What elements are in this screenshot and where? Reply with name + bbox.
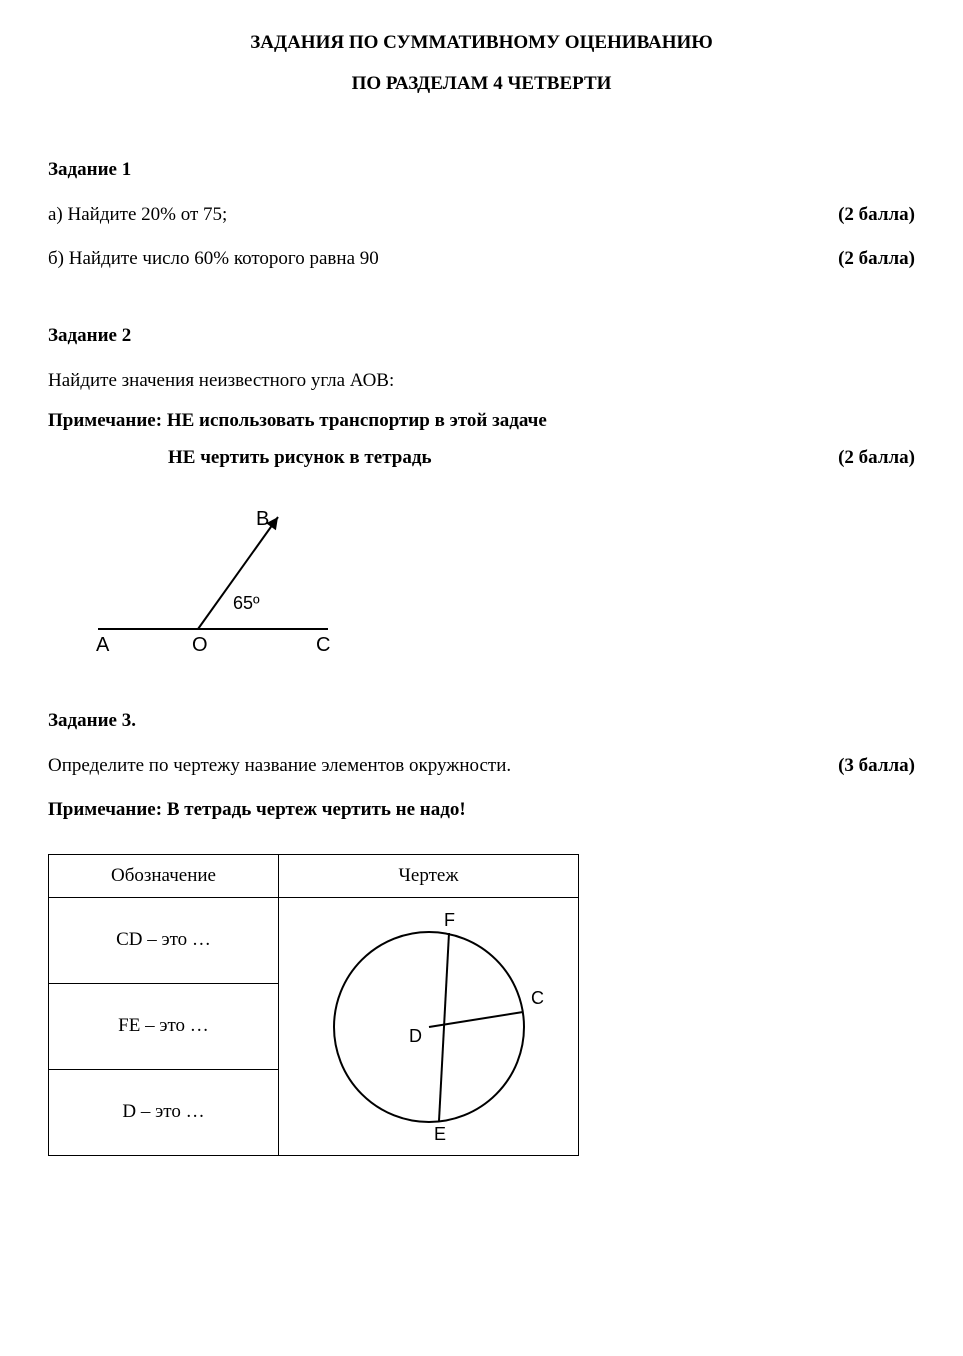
table-row2-label: D – это … xyxy=(49,1070,279,1156)
table-drawing-cell: F E C D xyxy=(279,898,579,1156)
task2-note2: НЕ чертить рисунок в тетрадь xyxy=(168,445,818,472)
svg-text:C: C xyxy=(531,988,544,1008)
svg-text:D: D xyxy=(409,1026,422,1046)
svg-text:B: B xyxy=(256,508,269,530)
table-row0-label: CD – это … xyxy=(49,898,279,984)
task2-diagram: A O C B 65º xyxy=(88,499,915,668)
task2-note1: Примечание: НЕ использовать транспортир … xyxy=(48,408,915,435)
task2-prompt: Найдите значения неизвестного угла АОВ: xyxy=(48,368,915,395)
task3-prompt-row: Определите по чертежу название элементов… xyxy=(48,753,915,780)
task3-note: Примечание: В тетрадь чертеж чертить не … xyxy=(48,797,915,824)
task1-heading: Задание 1 xyxy=(48,157,915,184)
table-col2-header: Чертеж xyxy=(279,854,579,898)
svg-text:E: E xyxy=(434,1124,446,1142)
svg-text:A: A xyxy=(96,634,110,656)
task1-b-row: б) Найдите число 60% которого равна 90 (… xyxy=(48,246,915,273)
task1-a-row: а) Найдите 20% от 75; (2 балла) xyxy=(48,202,915,229)
task3-table: Обозначение Чертеж CD – это … FECD FE – … xyxy=(48,854,579,1156)
svg-text:C: C xyxy=(316,634,330,656)
task1-a-text: а) Найдите 20% от 75; xyxy=(48,202,818,229)
task3-table-wrap: Обозначение Чертеж CD – это … FECD FE – … xyxy=(48,854,915,1156)
task1-b-points: (2 балла) xyxy=(818,246,915,273)
task3-heading: Задание 3. xyxy=(48,708,915,735)
title-line-1: ЗАДАНИЯ ПО СУММАТИВНОМУ ОЦЕНИВАНИЮ xyxy=(48,30,915,57)
svg-text:F: F xyxy=(444,910,455,930)
circle-diagram-svg: F E C D xyxy=(289,902,569,1142)
table-col1-header: Обозначение xyxy=(49,854,279,898)
title-line-2: ПО РАЗДЕЛАМ 4 ЧЕТВЕРТИ xyxy=(48,71,915,98)
task2-heading: Задание 2 xyxy=(48,323,915,350)
task3-prompt: Определите по чертежу название элементов… xyxy=(48,753,818,780)
task3-points: (3 балла) xyxy=(818,753,915,780)
document-title: ЗАДАНИЯ ПО СУММАТИВНОМУ ОЦЕНИВАНИЮ ПО РА… xyxy=(48,30,915,97)
task1-a-points: (2 балла) xyxy=(818,202,915,229)
task1-b-text: б) Найдите число 60% которого равна 90 xyxy=(48,246,818,273)
angle-diagram-svg: A O C B 65º xyxy=(88,499,348,659)
table-row1-label: FE – это … xyxy=(49,984,279,1070)
task2-note2-row: НЕ чертить рисунок в тетрадь (2 балла) xyxy=(48,445,915,482)
table-row: CD – это … FECD xyxy=(49,898,579,984)
svg-text:O: O xyxy=(192,634,208,656)
svg-text:65º: 65º xyxy=(233,593,260,613)
task2-points: (2 балла) xyxy=(818,445,915,482)
